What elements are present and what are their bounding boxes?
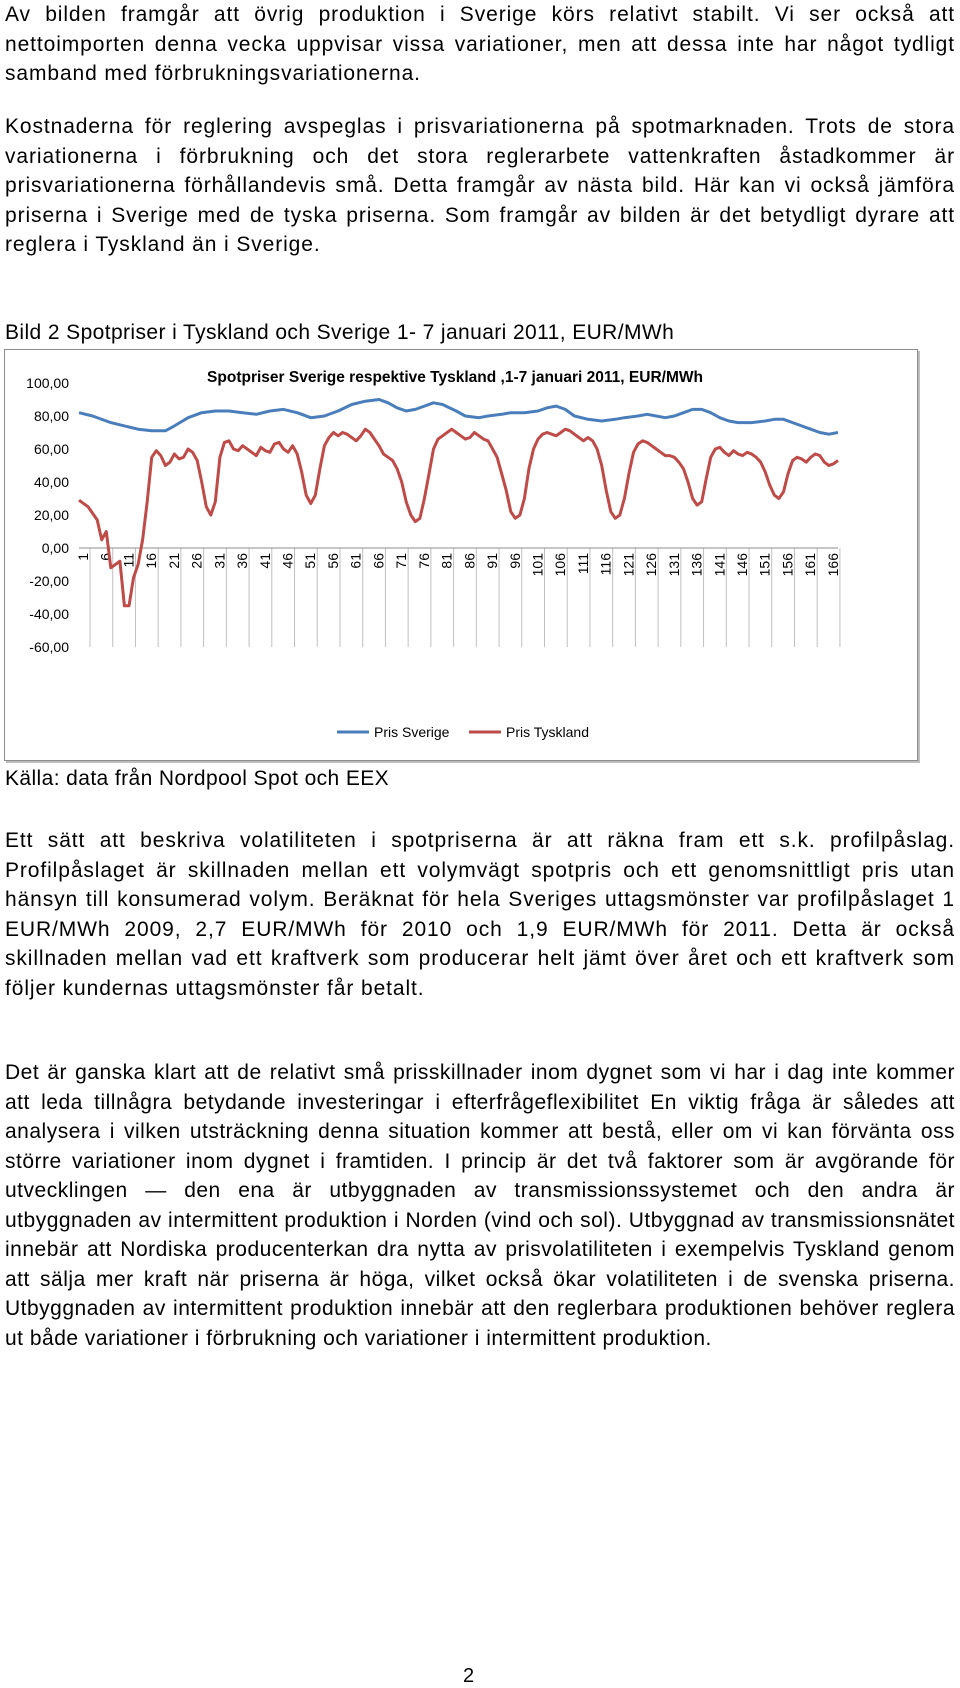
x-tick-label: 116 — [598, 553, 614, 576]
x-tick-label: 21 — [166, 553, 182, 569]
x-tick-label: 81 — [439, 553, 455, 569]
x-tick-label: 146 — [734, 553, 750, 577]
source-note: Källa: data från Nordpool Spot och EEX — [5, 767, 390, 790]
x-tick-label: 151 — [757, 553, 773, 577]
y-tick-label: -60,00 — [29, 639, 69, 655]
x-tick-label: 86 — [461, 553, 477, 569]
x-tick-label: 156 — [779, 553, 795, 577]
x-tick-label: 16 — [143, 553, 159, 569]
x-tick-label: 71 — [393, 553, 409, 569]
x-tick-label: 121 — [620, 553, 636, 577]
y-tick-label: 20,00 — [34, 507, 69, 523]
x-tick-label: 126 — [643, 553, 659, 577]
series-line-pris-sverige — [78, 398, 839, 436]
paragraph-profile-markup: Ett sätt att beskriva volatiliteten i sp… — [5, 829, 955, 1000]
x-tick-label: 6 — [98, 553, 114, 561]
y-tick-label: -40,00 — [29, 606, 69, 622]
x-tick-label: 11 — [120, 553, 136, 568]
chart-grid — [89, 548, 841, 647]
x-tick-label: 41 — [257, 553, 273, 569]
x-tick-label: 166 — [825, 553, 841, 577]
x-tick-label: 56 — [325, 553, 341, 569]
x-tick-label: 66 — [370, 553, 386, 569]
paragraph-intro: Av bilden framgår att övrig produktion i… — [5, 3, 955, 85]
spot-price-chart: 100,00 80,00 60,00 40,00 20,00 0,00 -20,00 -40,… — [26, 369, 841, 740]
x-tick-label: 91 — [484, 553, 500, 569]
x-tick-label: 96 — [507, 553, 523, 569]
x-tick-label: 141 — [711, 553, 727, 577]
x-tick-label: 101 — [529, 553, 545, 577]
y-tick-label: 40,00 — [34, 474, 69, 490]
y-tick-label: 100,00 — [26, 375, 69, 391]
chart-title: Spotpriser Sverige respektive Tyskland ,… — [207, 369, 703, 386]
chart-legend: Pris Sverige Pris Tyskland — [337, 724, 589, 740]
x-tick-label: 36 — [234, 553, 250, 569]
series-line-pris-tyskland — [78, 427, 839, 608]
x-tick-label: 31 — [211, 553, 227, 569]
x-tick-label: 51 — [302, 553, 318, 569]
legend-label: Pris Sverige — [374, 724, 450, 740]
y-tick-label: 0,00 — [42, 540, 69, 556]
y-tick-label: 80,00 — [34, 408, 69, 424]
legend-label: Pris Tyskland — [506, 724, 589, 740]
chart-axes: 100,00 80,00 60,00 40,00 20,00 0,00 -20,00 -40,… — [26, 375, 841, 655]
chart-container: 100,00 80,00 60,00 40,00 20,00 0,00 -20,00 -40,… — [4, 349, 918, 761]
y-tick-label: -20,00 — [29, 573, 69, 589]
paragraph-regulation-costs: Kostnaderna för reglering avspeglas i pr… — [5, 115, 955, 256]
paragraph-future-volatility: Det är ganska klart att de relativt små … — [5, 1061, 955, 1350]
x-tick-label: 46 — [280, 553, 296, 569]
x-tick-label: 136 — [689, 553, 705, 577]
figure-caption: Bild 2 Spotpriser i Tyskland och Sverige… — [5, 321, 675, 344]
chart-series — [78, 398, 839, 608]
page-number: 2 — [463, 1665, 475, 1687]
y-tick-label: 60,00 — [34, 441, 69, 457]
x-tick-label: 26 — [189, 553, 205, 569]
x-tick-label: 76 — [416, 553, 432, 569]
x-tick-label: 106 — [552, 553, 568, 577]
x-tick-label: 111 — [575, 553, 591, 574]
x-tick-label: 61 — [348, 553, 364, 569]
x-tick-label: 131 — [666, 553, 682, 577]
x-tick-label: 161 — [802, 553, 818, 577]
x-tick-label: 1 — [75, 553, 91, 561]
